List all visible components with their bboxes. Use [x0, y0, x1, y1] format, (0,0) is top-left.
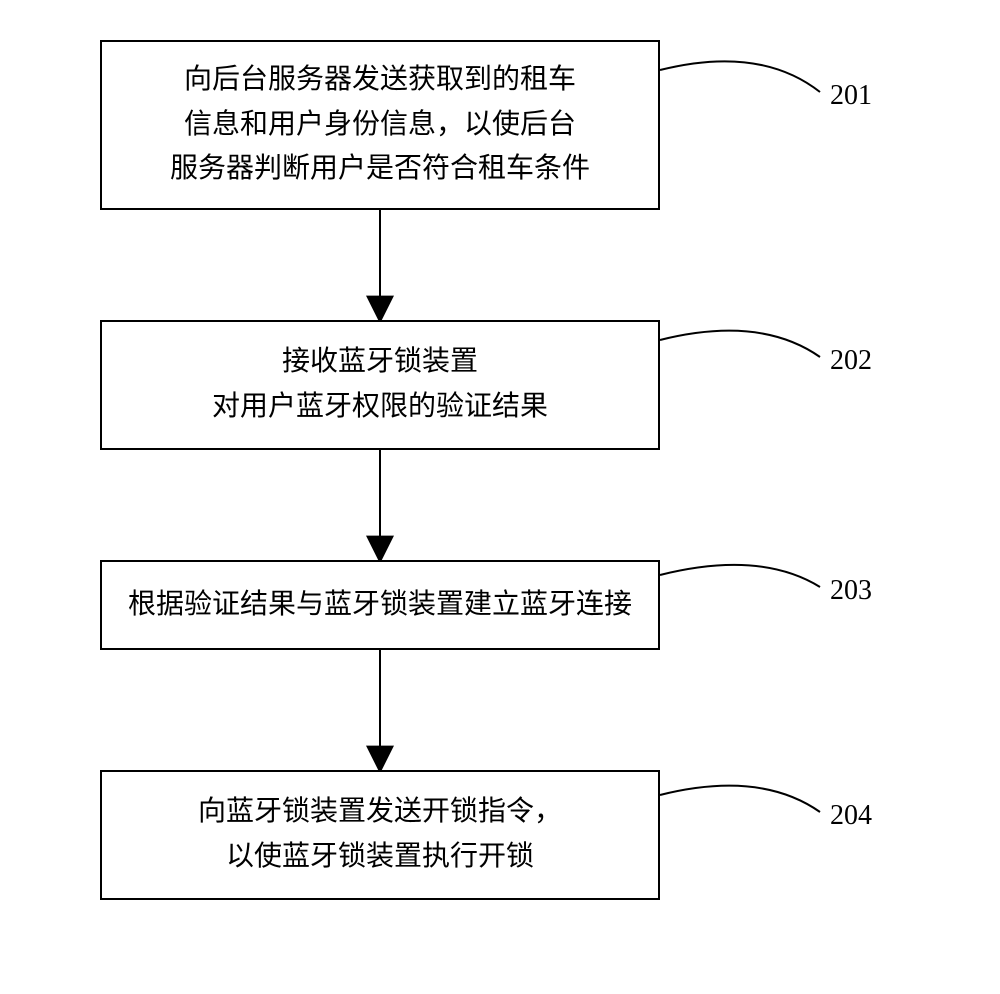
flow-node-label-n3: 203: [830, 575, 872, 607]
flow-node-text: 接收蓝牙锁装置对用户蓝牙权限的验证结果: [212, 340, 548, 430]
callout-curve-n1: [660, 61, 820, 92]
flow-node-line: 向后台服务器发送获取到的租车: [184, 64, 576, 95]
flow-node-line: 服务器判断用户是否符合租车条件: [170, 153, 590, 184]
flow-node-label-n4: 204: [830, 800, 872, 832]
flow-node-text: 向后台服务器发送获取到的租车信息和用户身份信息，以使后台服务器判断用户是否符合租…: [170, 58, 590, 192]
flow-node-line: 以使蓝牙锁装置执行开锁: [226, 841, 534, 872]
flow-node-label-n1: 201: [830, 80, 872, 112]
flowchart-canvas: 向后台服务器发送获取到的租车信息和用户身份信息，以使后台服务器判断用户是否符合租…: [0, 0, 1000, 994]
flow-node-n2: 接收蓝牙锁装置对用户蓝牙权限的验证结果: [100, 320, 660, 450]
flow-node-n1: 向后台服务器发送获取到的租车信息和用户身份信息，以使后台服务器判断用户是否符合租…: [100, 40, 660, 210]
flow-node-n3: 根据验证结果与蓝牙锁装置建立蓝牙连接: [100, 560, 660, 650]
flow-node-line: 对用户蓝牙权限的验证结果: [212, 391, 548, 422]
flow-node-text: 向蓝牙锁装置发送开锁指令， 以使蓝牙锁装置执行开锁: [198, 790, 562, 880]
callout-curve-n2: [660, 331, 820, 357]
flow-node-line: 向蓝牙锁装置发送开锁指令，: [198, 796, 562, 827]
flow-node-line: 信息和用户身份信息，以使后台: [184, 109, 576, 140]
callout-curve-n4: [660, 786, 820, 812]
flow-node-text: 根据验证结果与蓝牙锁装置建立蓝牙连接: [128, 583, 632, 628]
flow-node-n4: 向蓝牙锁装置发送开锁指令， 以使蓝牙锁装置执行开锁: [100, 770, 660, 900]
flow-node-label-n2: 202: [830, 345, 872, 377]
flow-node-line: 根据验证结果与蓝牙锁装置建立蓝牙连接: [128, 589, 632, 620]
callout-curve-n3: [660, 565, 820, 587]
flow-node-line: 接收蓝牙锁装置: [282, 346, 478, 377]
